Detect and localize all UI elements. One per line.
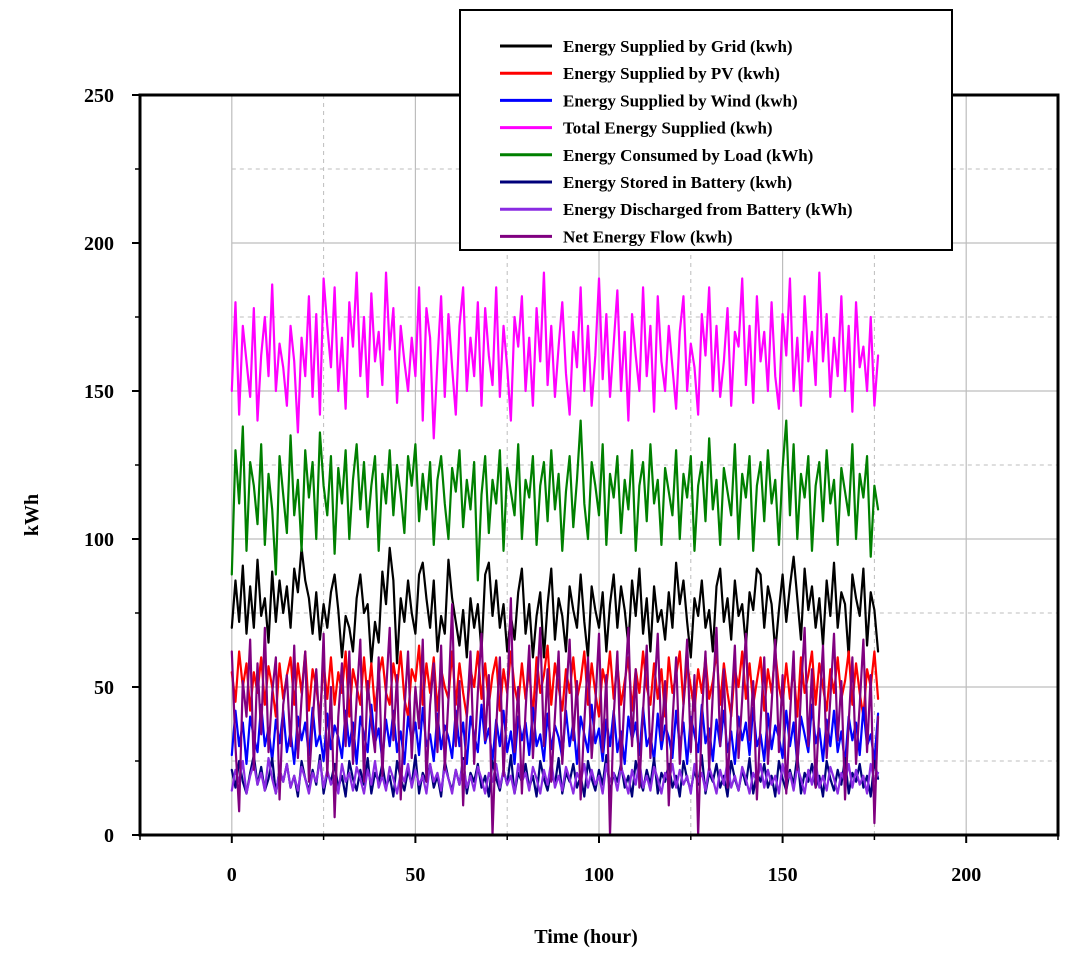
legend-entries: Energy Supplied by Grid (kwh) Energy Supp… [500,37,853,246]
x-tick-label: 0 [227,864,237,886]
legend-label: Energy Consumed by Load (kWh) [563,146,813,165]
legend-label: Energy Discharged from Battery (kWh) [563,200,853,219]
x-tick-label: 150 [768,864,798,886]
series-lines [230,271,880,837]
legend-label: Energy Supplied by Grid (kwh) [563,37,793,56]
legend-label: Energy Supplied by Wind (kwh) [563,91,798,110]
axis-ticks: 0 50 100 150 200 0 50 100 150 200 250 [84,85,1059,886]
y-tick-label: 0 [104,825,114,847]
series-line-5 [230,419,880,582]
x-tick-label: 100 [584,864,614,886]
legend: Energy Supplied by Grid (kwh) Energy Supp… [459,9,953,251]
legend-label: Total Energy Supplied (kwh) [563,119,773,138]
legend-label: Energy Stored in Battery (kwh) [563,173,792,192]
y-tick-label: 50 [94,677,114,699]
series-line-2 [230,644,880,718]
y-tick-label: 100 [84,529,114,551]
series-line-4 [230,271,880,440]
series-line-7 [230,756,880,795]
y-axis-label: kWh [21,494,43,536]
series-line-1 [230,546,880,665]
legend-label: Net Energy Flow (kwh) [563,227,733,246]
y-tick-label: 250 [84,85,114,107]
y-tick-label: 200 [84,233,114,255]
series-line-8 [230,597,880,837]
x-tick-label: 50 [405,864,425,886]
y-tick-label: 150 [84,381,114,403]
x-axis-label: Time (hour) [534,926,638,948]
x-tick-label: 200 [951,864,981,886]
legend-label: Energy Supplied by PV (kwh) [563,64,780,83]
